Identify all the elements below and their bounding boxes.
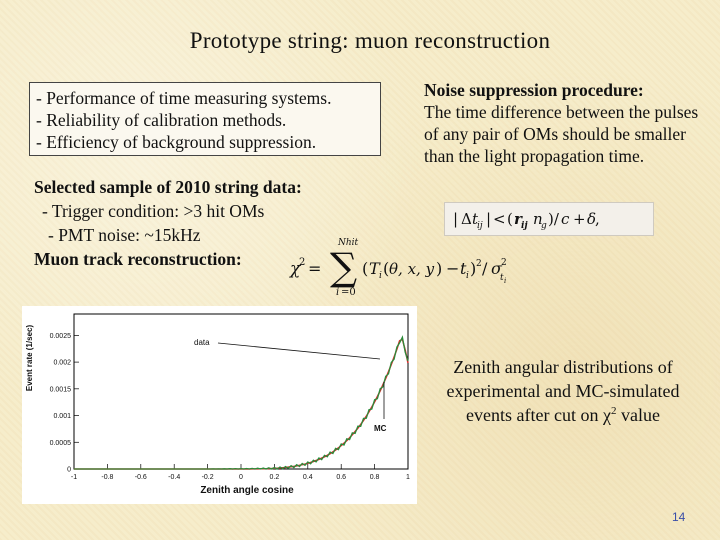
x-tick-label: 0.8	[370, 474, 380, 481]
svg-text:t: t	[500, 273, 504, 283]
goal-item: - Efficiency of background suppression.	[36, 132, 317, 152]
noise-block: Noise suppression procedure: The time di…	[424, 79, 714, 167]
sample-item: - PMT noise: ~15kHz	[48, 225, 201, 245]
x-tick-label: 0.4	[303, 474, 313, 481]
svg-text:g: g	[541, 221, 547, 231]
svg-text:2: 2	[476, 259, 482, 269]
caption-chi-symbol: χ	[602, 405, 611, 425]
zenith-distribution-plot: Event rate (1/sec) Zenith angle cosine 0…	[22, 306, 417, 504]
x-tick-label: -0.8	[101, 474, 113, 481]
svg-text:ij: ij	[521, 221, 528, 231]
noise-formula-image: | Δ t ij | < ( r ij n g )/ c + δ ,	[444, 202, 654, 236]
svg-text:+: +	[573, 210, 586, 228]
svg-text:): )	[436, 259, 442, 278]
svg-text:|: |	[453, 210, 458, 228]
noise-text: The time difference between the pulses o…	[424, 102, 699, 166]
noise-heading: Noise suppression procedure:	[424, 80, 644, 100]
svg-text:/: /	[482, 259, 488, 278]
svg-text:i: i	[504, 277, 506, 285]
chi-squared-formula-image: χ 2 = Nhit ∑ i =0 ( T i ( θ, x, y ) − t …	[286, 234, 526, 298]
svg-text:−: −	[446, 259, 459, 278]
sample-block: Selected sample of 2010 string data: - T…	[34, 175, 364, 271]
y-tick-label: 0.002	[53, 360, 71, 367]
svg-text:t: t	[460, 259, 467, 278]
y-axis-label: Event rate (1/sec)	[25, 325, 34, 392]
goals-box: - Performance of time measuring systems.…	[29, 82, 381, 156]
svg-text:i: i	[379, 271, 382, 281]
x-tick-label: 0.2	[270, 474, 280, 481]
svg-text:∑: ∑	[330, 245, 357, 289]
y-tick-label: 0.0025	[50, 333, 72, 340]
svg-text:σ: σ	[491, 259, 503, 278]
x-tick-label: 0.6	[336, 474, 346, 481]
x-tick-label: -1	[71, 474, 77, 481]
y-tick-label: 0.0005	[50, 440, 72, 447]
mc-series-line	[74, 338, 409, 470]
svg-text:χ: χ	[289, 259, 302, 279]
sample-heading: Selected sample of 2010 string data:	[34, 177, 302, 197]
muon-reconstruction-label: Muon track reconstruction:	[34, 249, 242, 269]
svg-text:(: (	[507, 210, 513, 228]
svg-text:(: (	[362, 259, 368, 278]
goal-item: - Reliability of calibration methods.	[36, 110, 287, 130]
plot-caption: Zenith angular distributions of experime…	[428, 355, 698, 427]
svg-text:ij: ij	[477, 221, 483, 231]
svg-text:Nhit: Nhit	[337, 238, 359, 248]
caption-superscript: 2	[610, 405, 617, 417]
x-tick-label: -0.4	[168, 474, 180, 481]
slide-title: Prototype string: muon reconstruction	[189, 28, 551, 53]
svg-text:r: r	[514, 210, 523, 228]
svg-text:c: c	[561, 210, 570, 228]
mc-annotation-label: MC	[374, 424, 387, 433]
svg-text:Δ: Δ	[461, 210, 472, 228]
goal-item: - Performance of time measuring systems.	[36, 88, 332, 108]
data-annotation-arrow	[217, 342, 381, 360]
x-tick-label: 1	[406, 474, 410, 481]
svg-text:): )	[470, 259, 476, 278]
svg-text:2: 2	[501, 258, 507, 268]
svg-text:i: i	[466, 271, 469, 281]
y-tick-label: 0.0015	[50, 386, 72, 393]
svg-text:t: t	[472, 210, 479, 228]
svg-text:(: (	[383, 259, 389, 278]
svg-text:=: =	[308, 259, 321, 278]
x-axis-label: Zenith angle cosine	[200, 485, 294, 496]
x-tick-label: -0.2	[202, 474, 214, 481]
svg-text:i: i	[336, 287, 339, 298]
y-tick-label: 0.001	[53, 413, 71, 420]
page-number: 14	[672, 510, 686, 524]
svg-text:<: <	[493, 210, 506, 228]
plot-frame	[73, 313, 409, 470]
x-tick-label: 0	[239, 474, 243, 481]
caption-text: Zenith angular distributions of experime…	[446, 357, 680, 425]
svg-text:θ, x, y: θ, x, y	[389, 260, 435, 278]
svg-text:2: 2	[299, 257, 305, 268]
noise-formula-graphic: | Δ t ij | < ( r ij n g )/ c + δ ,	[453, 210, 600, 231]
x-tick-label: -0.6	[135, 474, 147, 481]
chi-squared-formula-graphic: χ 2 = Nhit ∑ i =0 ( T i ( θ, x, y ) − t …	[289, 238, 507, 298]
svg-text:,: ,	[595, 210, 600, 228]
svg-text:n: n	[533, 210, 543, 228]
plot-graphic: Event rate (1/sec) Zenith angle cosine 0…	[25, 313, 410, 496]
svg-text:T: T	[369, 259, 381, 278]
svg-text:δ: δ	[587, 210, 596, 228]
y-tick-label: 0	[67, 467, 71, 474]
data-annotation-label: data	[194, 338, 210, 347]
sample-item: - Trigger condition: >3 hit OMs	[42, 201, 265, 221]
data-series-line	[74, 335, 409, 470]
caption-value-word: value	[620, 405, 660, 425]
svg-text:=0: =0	[341, 287, 356, 298]
svg-text:|: |	[486, 210, 491, 228]
svg-text:)/: )/	[548, 210, 560, 228]
